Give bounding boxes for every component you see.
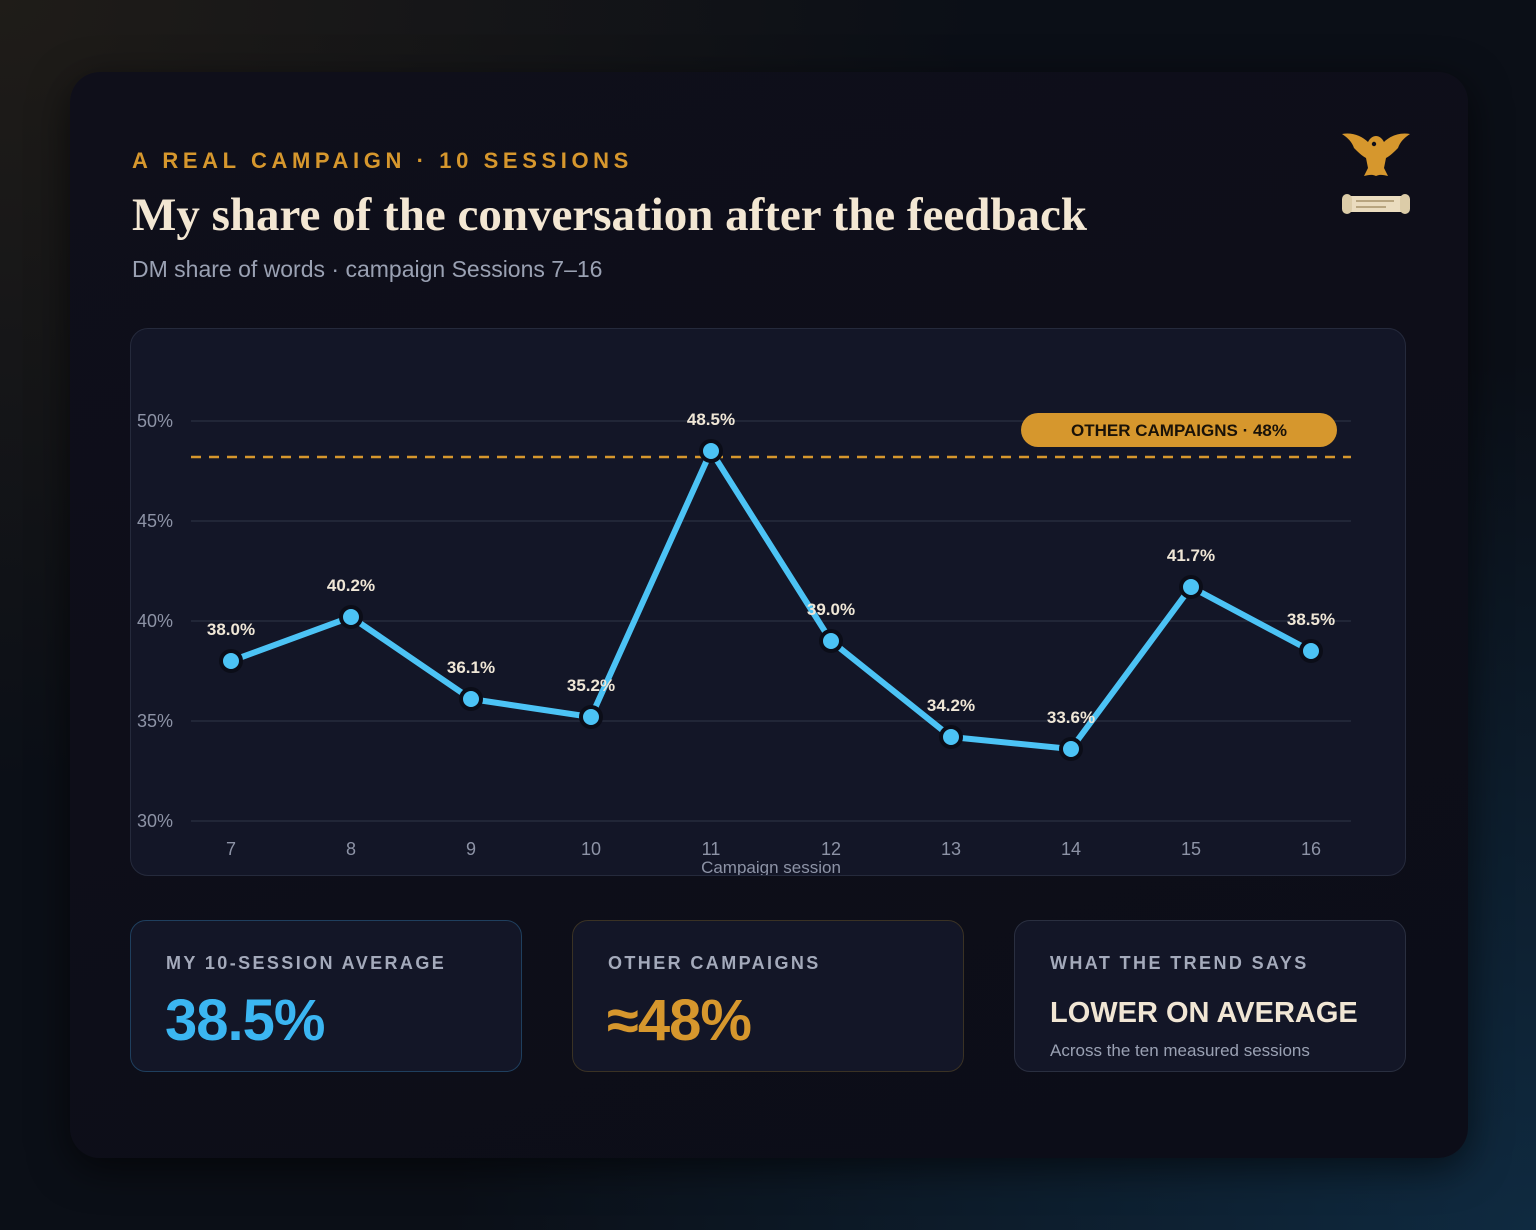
x-tick-label: 8 [346, 839, 356, 859]
data-point [699, 439, 723, 463]
data-label: 36.1% [447, 658, 495, 677]
reference-label: OTHER CAMPAIGNS · 48% [1071, 421, 1287, 440]
stat-card-other-campaigns: OTHER CAMPAIGNS ≈48% [572, 920, 964, 1072]
eyebrow-text: A REAL CAMPAIGN · 10 SESSIONS [132, 148, 633, 173]
stat-label: MY 10-SESSION AVERAGE [166, 953, 447, 973]
page-title: My share of the conversation after the f… [132, 189, 1088, 241]
series-line [228, 448, 1314, 752]
data-label: 41.7% [1167, 546, 1215, 565]
data-label: 39.0% [807, 600, 855, 619]
x-axis-title: Campaign session [701, 858, 841, 875]
summary-card: A REAL CAMPAIGN · 10 SESSIONS My share o… [70, 72, 1468, 1158]
reference-pill [1021, 413, 1337, 447]
data-point [819, 629, 843, 653]
y-tick-label: 50% [137, 411, 173, 431]
data-point [1179, 575, 1203, 599]
data-label: 38.5% [1287, 610, 1335, 629]
x-tick-label: 9 [466, 839, 476, 859]
x-tick-label: 13 [941, 839, 961, 859]
chart-panel: 30% 35% 40% 45% 50% 7 8 9 10 11 12 13 14 15 16 Campaign… [130, 328, 1406, 876]
x-tick-label: 12 [821, 839, 841, 859]
data-point [219, 649, 243, 673]
stat-value: 38.5% [165, 988, 325, 1053]
x-tick-label: 11 [702, 839, 721, 859]
data-point [1059, 737, 1083, 761]
parchment-scroll-icon [1342, 194, 1410, 214]
data-label: 48.5% [687, 410, 735, 429]
y-tick-label: 35% [137, 711, 173, 731]
x-tick-label: 15 [1181, 839, 1201, 859]
x-tick-label: 16 [1301, 839, 1321, 859]
data-point [459, 687, 483, 711]
stat-label: OTHER CAMPAIGNS [608, 953, 821, 973]
page-subtitle: DM share of words · campaign Sessions 7–… [132, 256, 603, 282]
x-tick-label: 14 [1061, 839, 1081, 859]
eagle-scroll-emblem [1342, 133, 1410, 214]
golden-eagle-icon [1342, 133, 1410, 176]
x-tick-label: 7 [226, 839, 236, 859]
data-label: 35.2% [567, 676, 615, 695]
data-point [939, 725, 963, 749]
data-label: 40.2% [327, 576, 375, 595]
stat-headline: LOWER ON AVERAGE [1050, 997, 1358, 1029]
stat-card-trend: WHAT THE TREND SAYS LOWER ON AVERAGE Acr… [1014, 920, 1406, 1072]
data-point [579, 705, 603, 729]
stat-card-average: MY 10-SESSION AVERAGE 38.5% [130, 920, 522, 1072]
data-label: 33.6% [1047, 708, 1095, 727]
data-label: 38.0% [207, 620, 255, 639]
line-chart: 30% 35% 40% 45% 50% 7 8 9 10 11 12 13 14 15 16 Campaign… [137, 410, 1351, 875]
x-tick-label: 10 [581, 839, 601, 859]
data-point [339, 605, 363, 629]
y-tick-label: 45% [137, 511, 173, 531]
stat-label: WHAT THE TREND SAYS [1050, 953, 1309, 973]
data-label: 34.2% [927, 696, 975, 715]
y-tick-label: 40% [137, 611, 173, 631]
stat-note: Across the ten measured sessions [1050, 1041, 1310, 1060]
data-point [1299, 639, 1323, 663]
y-tick-label: 30% [137, 811, 173, 831]
stat-value: ≈48% [607, 988, 752, 1053]
